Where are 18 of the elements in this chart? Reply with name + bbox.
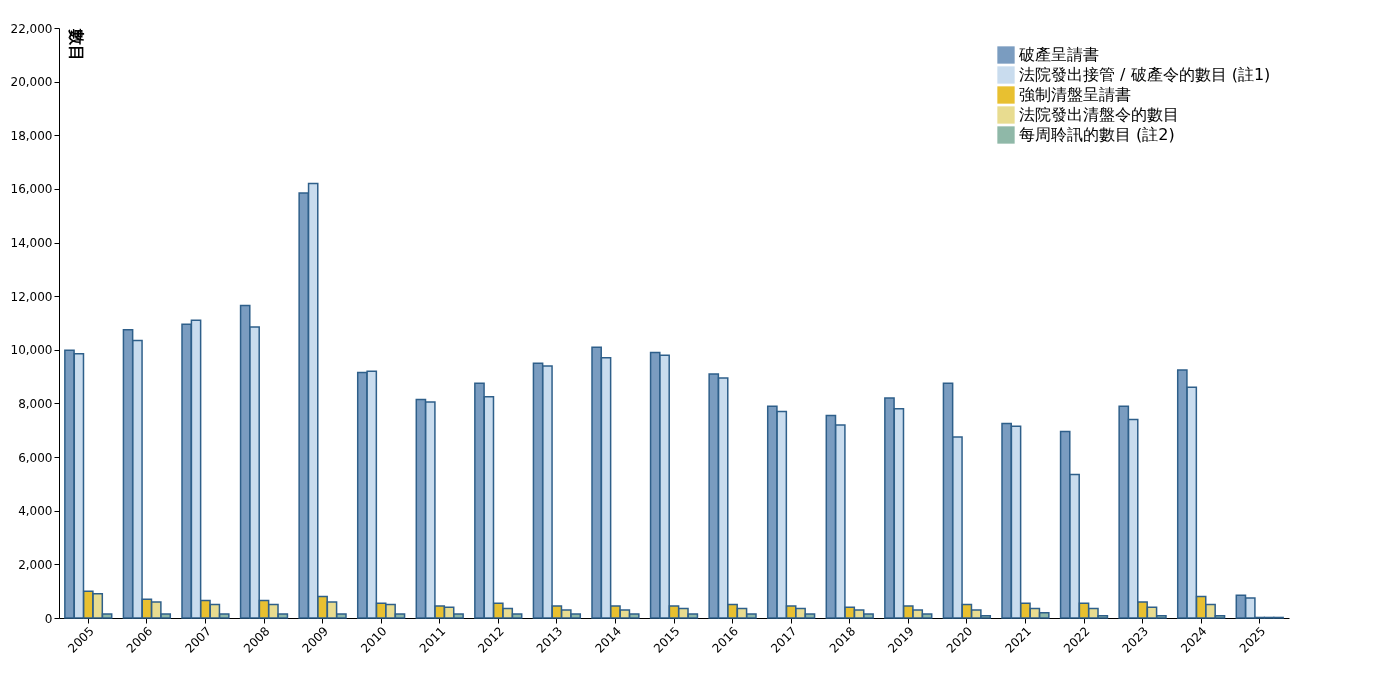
y-tick-label: 14,000 [10, 236, 53, 251]
y-tick-label: 8,000 [18, 396, 53, 411]
y-tick-label: 16,000 [10, 182, 53, 197]
y-tick-label: 22,000 [10, 21, 53, 36]
legend-label: 強制清盤呈請書 [1019, 85, 1131, 104]
y-axis-title: 數目 [66, 27, 86, 61]
y-tick-label: 6,000 [18, 450, 53, 465]
y-tick-label: 18,000 [10, 128, 53, 143]
legend-label: 法院發出清盤令的數目 [1019, 105, 1179, 124]
y-tick-label: 4,000 [18, 504, 53, 519]
legend-label: 法院發出接管 / 破產令的數目 (註1) [1019, 65, 1271, 84]
y-tick-label: 20,000 [10, 75, 53, 90]
legend-label: 每周聆訊的數目 (註2) [1019, 125, 1175, 144]
legend-label: 破產呈請書 [1018, 45, 1099, 64]
y-tick-label: 0 [44, 611, 53, 626]
y-tick-label: 12,000 [10, 289, 53, 304]
y-tick-label: 10,000 [10, 343, 53, 358]
y-tick-label: 2,000 [18, 557, 53, 572]
